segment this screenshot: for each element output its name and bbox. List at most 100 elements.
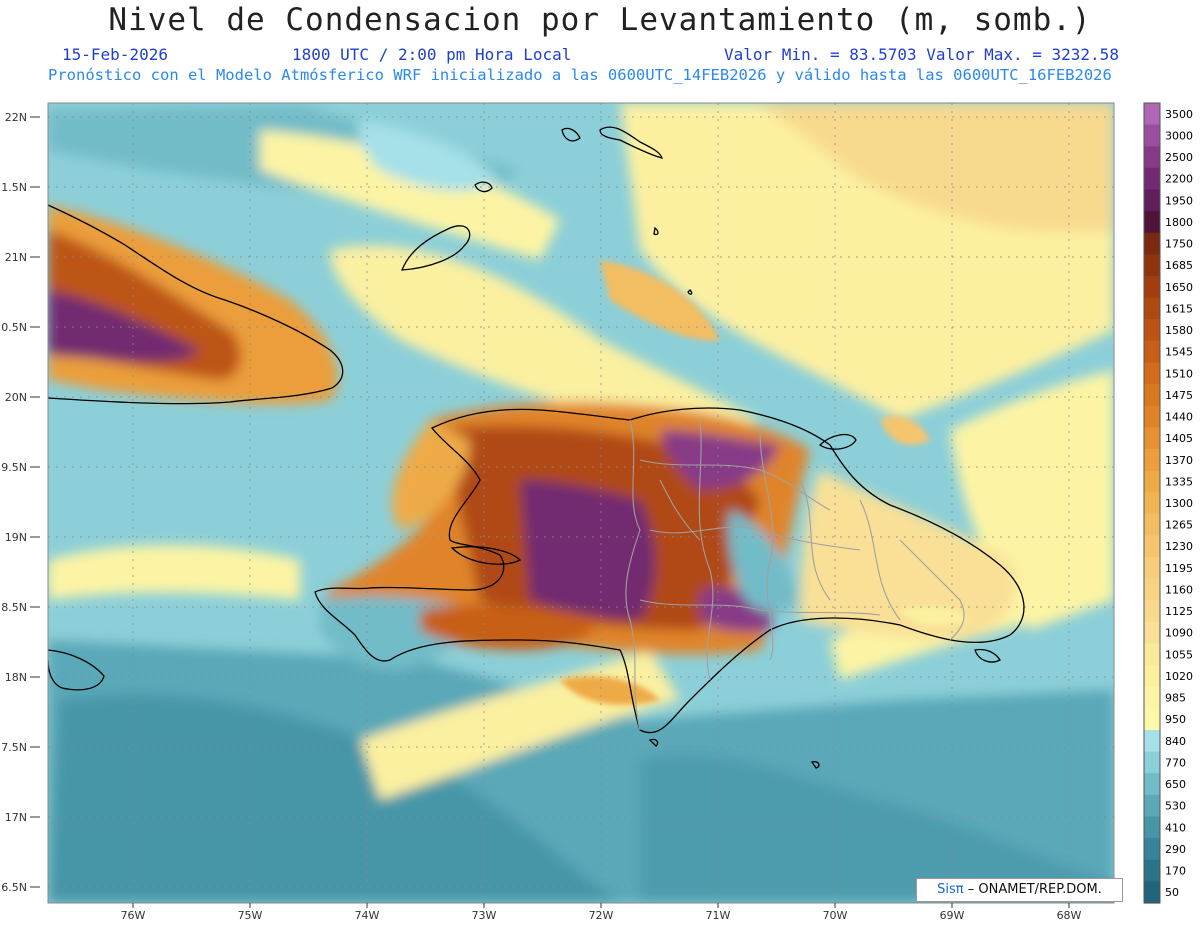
colorbar-swatch: [1144, 448, 1160, 472]
colorbar-swatch: [1144, 794, 1160, 818]
colorbar-label: 1020: [1165, 670, 1193, 683]
colorbar-label: 1300: [1165, 497, 1193, 510]
colorbar-swatch: [1144, 665, 1160, 688]
latitude-labels: 22N 1.5N 21N 0.5N 20N 9.5N 19N 8.5N 18N …: [1, 111, 27, 894]
colorbar-swatch: [1144, 838, 1160, 861]
colorbar-swatch: [1144, 708, 1160, 731]
colorbar-swatch: [1144, 167, 1160, 191]
colorbar-swatch: [1144, 319, 1160, 342]
colorbar-label: 985: [1165, 692, 1186, 705]
colorbar-swatch: [1144, 405, 1160, 428]
colorbar-swatch: [1144, 470, 1160, 493]
colorbar-label: 1510: [1165, 367, 1193, 380]
lon-label: 73W: [472, 909, 497, 922]
colorbar-label: 1475: [1165, 389, 1193, 402]
colorbar-label: 2200: [1165, 173, 1193, 186]
lat-label: 1.5N: [1, 181, 27, 194]
lon-label: 74W: [355, 909, 380, 922]
colorbar-swatch: [1144, 643, 1160, 666]
lat-label: 20N: [5, 391, 27, 404]
shaded-field: [48, 103, 1114, 903]
valid-date: 15-Feb-2026: [62, 45, 168, 64]
valid-time: 1800 UTC / 2:00 pm Hora Local: [292, 45, 572, 64]
colorbar-label: 1580: [1165, 324, 1193, 337]
credit-text: – ONAMET/REP.DOM.: [967, 882, 1102, 897]
colorbar-swatch: [1144, 535, 1160, 558]
colorbar-frame: [1143, 102, 1161, 904]
lat-label: 7.5N: [1, 741, 27, 754]
colorbar-swatch: [1144, 621, 1160, 645]
lat-ticks: [30, 116, 40, 888]
colorbar-swatch: [1144, 297, 1160, 320]
colorbar-label: 1800: [1165, 216, 1193, 229]
lon-label: 68W: [1057, 909, 1082, 922]
colorbar-swatch: [1144, 232, 1160, 255]
min-max-values: Valor Min. = 83.5703 Valor Max. = 3232.5…: [724, 45, 1119, 64]
lon-label: 72W: [589, 909, 614, 922]
colorbar-label: 650: [1165, 778, 1186, 791]
colorbar-label: 530: [1165, 800, 1186, 813]
colorbar-swatch: [1144, 254, 1160, 277]
colorbar-label: 3000: [1165, 129, 1193, 142]
colorbar-swatch: [1144, 881, 1160, 904]
colorbar-label: 1055: [1165, 648, 1193, 661]
coastlines: [48, 126, 1025, 769]
lon-label: 71W: [706, 909, 731, 922]
colorbar-label: 770: [1165, 756, 1186, 769]
colorbar-swatch: [1144, 362, 1160, 385]
colorbar-label: 1405: [1165, 432, 1193, 445]
colorbar-label: 1685: [1165, 259, 1193, 272]
colorbar-swatch: [1144, 427, 1160, 450]
colorbar-label: 290: [1165, 843, 1186, 856]
colorbar-label: 1615: [1165, 302, 1193, 315]
lat-label: 9.5N: [1, 461, 27, 474]
colorbar-swatch: [1144, 600, 1160, 623]
lon-ticks: [132, 903, 1070, 908]
colorbar-swatch: [1144, 146, 1160, 169]
colorbar-swatch: [1144, 492, 1160, 515]
colorbar-swatch: [1144, 384, 1160, 407]
lon-label: 76W: [121, 909, 146, 922]
lat-label: 6.5N: [1, 881, 27, 894]
colorbar-label: 1265: [1165, 519, 1193, 532]
colorbar-label: 840: [1165, 735, 1186, 748]
colorbar-swatch: [1144, 751, 1160, 774]
colorbar-swatch: [1144, 686, 1160, 709]
colorbar-label: 1335: [1165, 475, 1193, 488]
colorbar-swatch: [1144, 513, 1160, 537]
lat-label: 21N: [5, 251, 27, 264]
colorbar-label: 1090: [1165, 627, 1193, 640]
colorbar-label: 1195: [1165, 562, 1193, 575]
colorbar-swatch: [1144, 557, 1160, 580]
lat-label: 17N: [5, 811, 27, 824]
colorbar-swatch: [1144, 773, 1160, 796]
colorbar-label: 1370: [1165, 454, 1193, 467]
colorbar-label: 50: [1165, 886, 1179, 899]
model-info: Pronóstico con el Modelo Atmósferico WRF…: [48, 66, 1112, 84]
lon-label: 69W: [940, 909, 965, 922]
colorbar-label: 1950: [1165, 194, 1193, 207]
colorbar-swatch: [1144, 189, 1160, 212]
colorbar-label: 1230: [1165, 540, 1193, 553]
colorbar-label: 950: [1165, 713, 1186, 726]
lat-label: 8.5N: [1, 601, 27, 614]
lon-label: 75W: [238, 909, 263, 922]
colorbar-label: 1750: [1165, 238, 1193, 251]
lat-label: 18N: [5, 671, 27, 684]
colorbar-label: 3500: [1165, 108, 1193, 121]
colorbar-swatch: [1144, 275, 1160, 299]
colorbar-label: 1160: [1165, 583, 1193, 596]
lat-label: 22N: [5, 111, 27, 124]
colorbar-label: 410: [1165, 821, 1186, 834]
map-frame: [47, 102, 1115, 904]
colorbar-swatch: [1144, 730, 1160, 753]
colorbar-label: 1650: [1165, 281, 1193, 294]
credit-box: Sisπ – ONAMET/REP.DOM.: [916, 878, 1123, 902]
lat-label: 0.5N: [1, 321, 27, 334]
colorbar-swatch: [1144, 816, 1160, 839]
colorbar-swatch: [1144, 859, 1160, 882]
map-title: Nivel de Condensacion por Levantamiento …: [108, 2, 1092, 38]
colorbar-swatch: [1144, 211, 1160, 234]
lat-label: 19N: [5, 531, 27, 544]
